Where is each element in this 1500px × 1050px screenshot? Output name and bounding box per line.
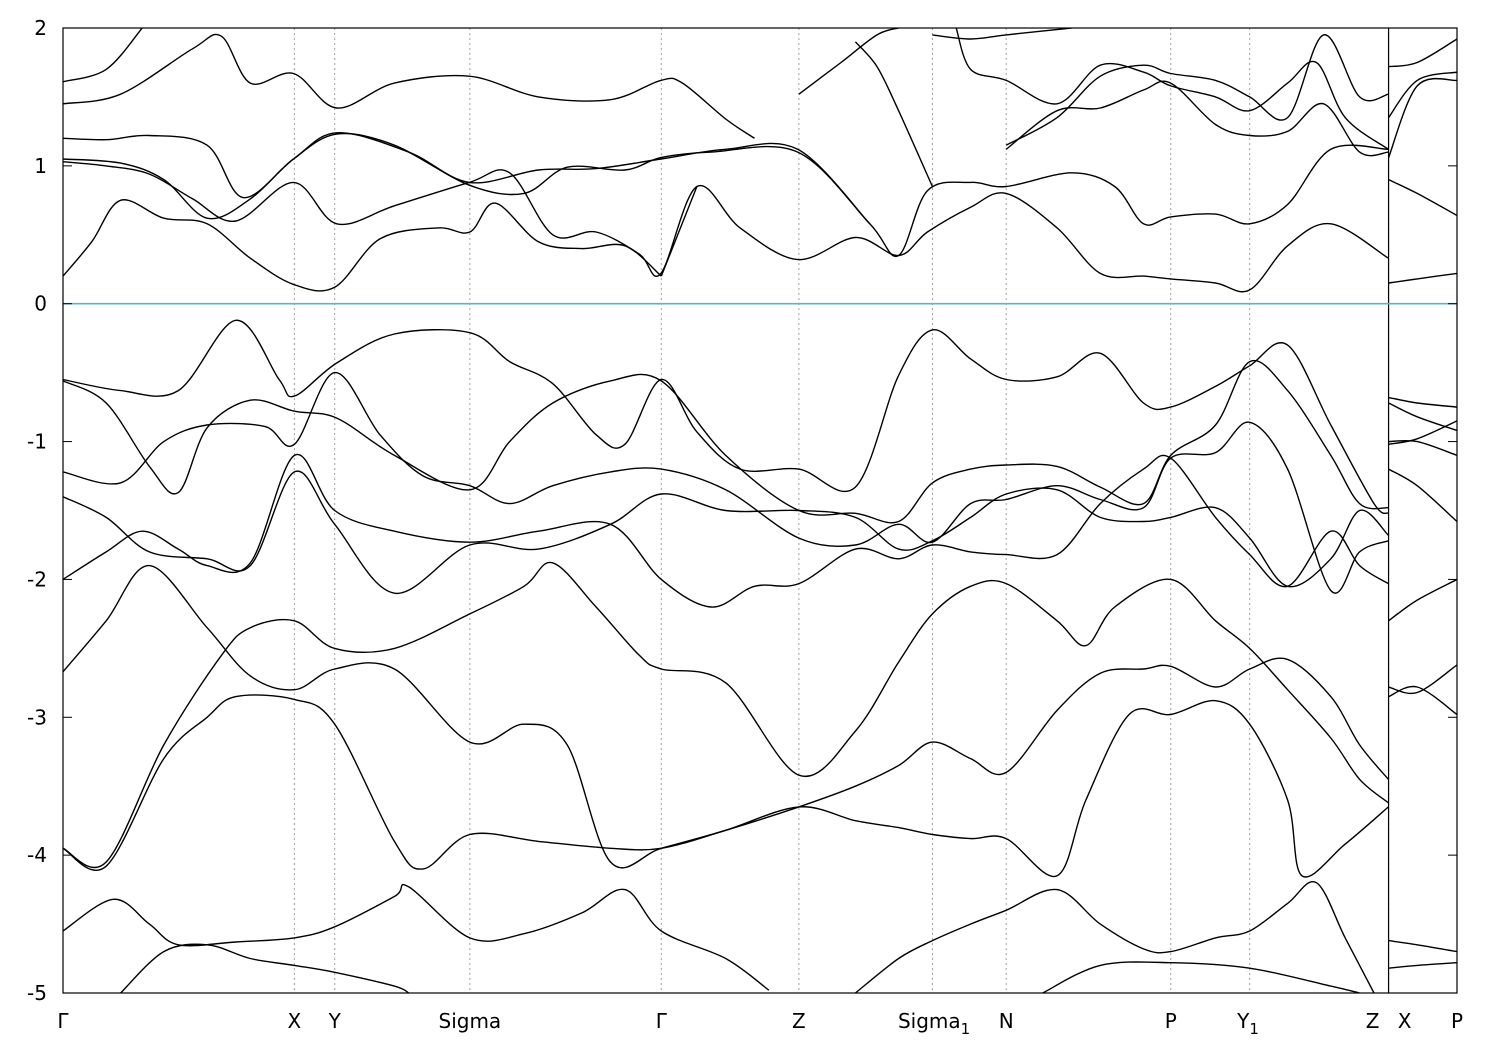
band-line xyxy=(1005,80,1389,157)
y-tick-label: -5 xyxy=(27,981,47,1005)
band-line xyxy=(63,28,143,83)
band-line xyxy=(1388,939,1457,953)
band-line xyxy=(854,880,1375,993)
band-line xyxy=(932,28,1072,40)
x-tick-label: Γ xyxy=(57,1009,69,1033)
band-line xyxy=(1388,468,1457,523)
x-tick-label: P xyxy=(1165,1009,1177,1033)
band-line xyxy=(1388,38,1457,68)
x-tick-label: Y1 xyxy=(1236,1009,1259,1038)
band-lines xyxy=(63,28,1457,993)
y-tick-label: 0 xyxy=(34,292,47,316)
band-line xyxy=(63,453,1389,608)
x-tick-label: Z xyxy=(1366,1009,1380,1033)
y-tick-label: 2 xyxy=(34,16,47,40)
y-tick-label: -4 xyxy=(27,843,47,867)
band-line xyxy=(63,694,1389,878)
x-tick-label: Sigma1 xyxy=(898,1009,970,1038)
band-line xyxy=(798,28,899,95)
band-line xyxy=(63,883,770,991)
band-line xyxy=(63,33,755,139)
high-symmetry-grid xyxy=(293,28,1390,993)
plot-frame xyxy=(62,27,1458,994)
band-line xyxy=(1388,420,1457,445)
band-line xyxy=(1388,178,1457,217)
band-line xyxy=(1388,578,1457,622)
x-tick-label: Sigma xyxy=(439,1009,502,1033)
band-line xyxy=(1388,71,1457,119)
band-line xyxy=(955,28,1389,150)
band-line xyxy=(1388,664,1457,695)
band-line xyxy=(1388,402,1457,432)
band-line xyxy=(63,359,1389,524)
x-tick-label: P xyxy=(1451,1009,1463,1033)
x-tick-label: X xyxy=(288,1009,302,1033)
band-line xyxy=(63,132,871,225)
band-line xyxy=(1042,961,1360,993)
band-line xyxy=(120,943,410,993)
band-line xyxy=(1388,439,1457,457)
y-tick-label: 1 xyxy=(34,154,47,178)
y-tick-label: -2 xyxy=(27,567,47,591)
y-axis: 2 1 0 -1 -2 -3 -4 -5 xyxy=(27,16,1457,1005)
y-tick-label: -3 xyxy=(27,705,47,729)
band-line xyxy=(63,561,1389,869)
band-line xyxy=(1387,77,1457,158)
band-line xyxy=(63,470,1389,594)
band-line xyxy=(1388,962,1457,969)
band-line xyxy=(660,186,698,277)
plot-border xyxy=(62,27,1458,994)
band-line xyxy=(854,41,934,187)
band-line xyxy=(63,132,1389,258)
band-line xyxy=(1388,685,1457,716)
x-tick-label: Z xyxy=(792,1009,806,1033)
x-tick-label: X xyxy=(1398,1009,1412,1033)
band-line xyxy=(63,564,1389,869)
band-line xyxy=(1005,34,1389,146)
band-line xyxy=(1388,272,1457,284)
x-axis: Γ X Y Sigma Γ Z Sigma1 N P Y1 Z X P xyxy=(57,1009,1463,1038)
band-line xyxy=(63,319,1389,515)
x-tick-label: N xyxy=(999,1009,1014,1033)
band-line xyxy=(63,199,662,292)
band-line xyxy=(63,161,1389,293)
band-line xyxy=(1388,396,1457,408)
x-tick-label: Γ xyxy=(656,1009,668,1033)
x-tick-label: Y xyxy=(328,1009,342,1033)
band-line xyxy=(63,371,1389,594)
y-tick-label: -1 xyxy=(27,430,47,454)
